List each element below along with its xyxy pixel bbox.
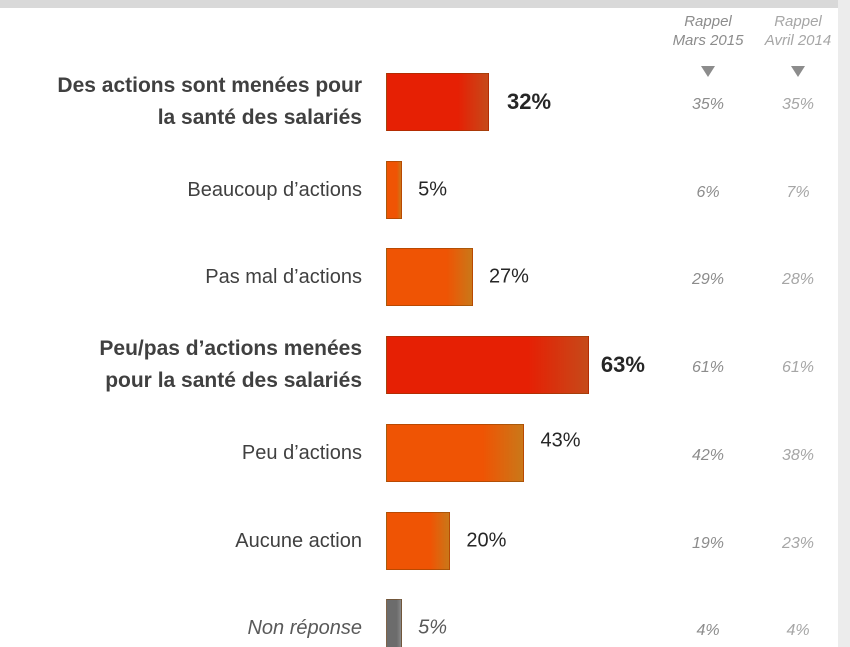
category-label: Peu d’actions [241, 441, 362, 464]
bar [386, 73, 490, 131]
comparison-value: 29% [691, 271, 725, 289]
category-label: Aucune action [235, 529, 362, 552]
column-header: Rappel Mars 2015 [672, 13, 744, 49]
bar [386, 511, 451, 570]
comparison-value: 61% [781, 359, 815, 377]
right-band [838, 0, 850, 647]
comparison-value: 19% [691, 534, 725, 552]
bar [386, 336, 589, 395]
comparison-value: 6% [696, 183, 720, 201]
comparison-value: 61% [691, 359, 725, 377]
value-label: 27% [488, 265, 529, 288]
category-label: Non réponse [247, 617, 362, 640]
value-label: 63% [600, 352, 645, 378]
value-label: 20% [466, 529, 507, 551]
value-label: 5% [418, 178, 447, 201]
header-arrow [701, 66, 715, 77]
value-label: 32% [507, 89, 552, 114]
value-label: 43% [540, 429, 581, 452]
bar [386, 423, 525, 482]
top-band [0, 0, 850, 8]
comparison-value: 35% [781, 96, 815, 113]
value-label: 5% [418, 616, 447, 639]
category-label: Pas mal d’actions [205, 266, 362, 289]
bar [386, 160, 403, 219]
comparison-value: 38% [781, 446, 815, 464]
comparison-value: 23% [781, 534, 815, 552]
category-label: Peu/pas d’actions menées pour la santé d… [99, 337, 362, 393]
comparison-value: 35% [691, 96, 725, 113]
comparison-value: 42% [691, 446, 725, 464]
bar [386, 599, 403, 647]
column-header: Rappel Avril 2014 [764, 13, 832, 49]
bar [386, 248, 473, 307]
category-label: Beaucoup d’actions [187, 178, 362, 201]
comparison-value: 28% [781, 271, 815, 289]
header-arrow [791, 66, 805, 77]
comparison-value: 4% [696, 622, 720, 640]
comparison-value: 4% [786, 622, 810, 640]
comparison-value: 7% [786, 183, 810, 201]
category-label: Des actions sont menées pour la santé de… [57, 74, 362, 129]
